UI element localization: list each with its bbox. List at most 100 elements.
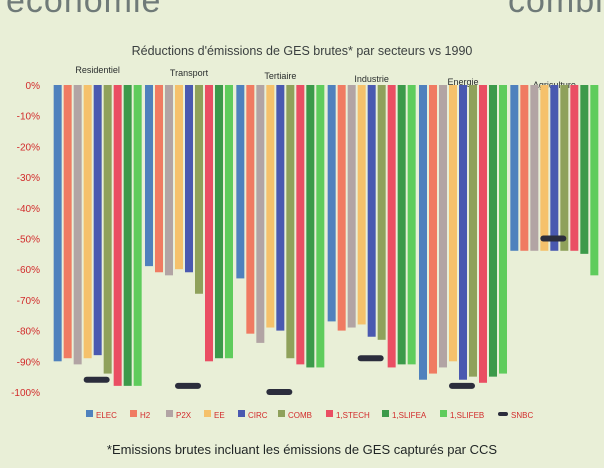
y-tick-label: 0% xyxy=(26,81,41,92)
bar xyxy=(63,85,72,359)
slide-heading-right: combi xyxy=(508,0,604,20)
chart-title: Réductions d'émissions de GES brutes* pa… xyxy=(131,44,473,58)
snbc-marker xyxy=(175,382,201,389)
bar xyxy=(580,85,589,254)
bar xyxy=(387,85,396,368)
legend-swatch xyxy=(166,410,173,417)
legend-swatch xyxy=(278,410,285,417)
bar xyxy=(327,85,336,322)
legend-label: H2 xyxy=(140,411,151,420)
bar xyxy=(53,85,62,362)
y-tick-label: -10% xyxy=(17,112,40,123)
legend-label: COMB xyxy=(288,411,312,420)
bar xyxy=(145,85,153,267)
y-tick-label: -80% xyxy=(17,327,40,338)
bar xyxy=(510,85,519,251)
bar xyxy=(560,85,569,251)
bar xyxy=(276,85,285,331)
bar xyxy=(133,85,142,386)
bar xyxy=(530,85,539,251)
bar xyxy=(419,85,427,380)
bar xyxy=(246,85,255,334)
bar xyxy=(540,85,549,251)
category-label: Residentiel xyxy=(75,65,120,75)
bar xyxy=(286,85,295,359)
bar xyxy=(123,85,132,386)
legend-label: P2X xyxy=(176,411,192,420)
y-tick-label: -30% xyxy=(17,173,40,184)
bar xyxy=(439,85,447,368)
legend-label: 1,SLIFEB xyxy=(450,411,484,420)
bar xyxy=(357,85,366,325)
bar xyxy=(459,85,467,380)
bar xyxy=(367,85,376,337)
y-tick-label: -90% xyxy=(17,357,40,368)
category-label: Transport xyxy=(170,68,209,78)
bar xyxy=(266,85,275,328)
snbc-marker xyxy=(83,376,110,383)
bar xyxy=(296,85,305,365)
bar xyxy=(520,85,529,251)
y-tick-label: -70% xyxy=(17,296,40,307)
bar xyxy=(236,85,245,279)
legend-swatch xyxy=(498,412,508,416)
bar xyxy=(449,85,457,362)
bar xyxy=(397,85,406,365)
bar xyxy=(377,85,386,340)
bar xyxy=(570,85,579,251)
bar xyxy=(550,85,559,251)
y-tick-label: -40% xyxy=(17,204,40,215)
y-tick-label: -20% xyxy=(17,142,40,153)
legend-label: SNBC xyxy=(511,411,533,420)
category-label: Tertiaire xyxy=(264,71,296,81)
legend-label: EE xyxy=(214,411,225,420)
bar xyxy=(590,85,599,276)
snbc-marker xyxy=(357,355,384,362)
bar xyxy=(113,85,122,386)
emissions-bar-chart: 0% -10% -20% -30% -40% -50% -60% -70% -80% -90% -1… xyxy=(11,65,599,420)
category-label: Energie xyxy=(447,77,478,87)
bar xyxy=(93,85,102,356)
bar xyxy=(337,85,346,331)
legend-swatch xyxy=(204,410,211,417)
bar xyxy=(195,85,203,294)
bar xyxy=(316,85,325,368)
y-tick-label: -60% xyxy=(17,265,40,276)
snbc-marker xyxy=(540,235,567,242)
legend-swatch xyxy=(130,410,137,417)
bar xyxy=(306,85,315,368)
bar xyxy=(215,85,223,359)
slide-heading-left: économie xyxy=(6,0,162,20)
legend-swatch xyxy=(238,410,245,417)
bar xyxy=(83,85,92,359)
bar xyxy=(347,85,356,328)
bar xyxy=(479,85,487,383)
bar xyxy=(469,85,477,377)
legend-swatch xyxy=(382,410,389,417)
y-tick-label: -100% xyxy=(11,388,40,399)
category-label: Industrie xyxy=(354,74,389,84)
bar xyxy=(256,85,265,343)
bar xyxy=(407,85,416,365)
bar xyxy=(165,85,173,276)
bar xyxy=(225,85,233,359)
bar xyxy=(175,85,183,270)
bar xyxy=(155,85,163,273)
snbc-marker xyxy=(266,389,293,395)
bar xyxy=(499,85,507,374)
legend-label: 1,SLIFEA xyxy=(392,411,427,420)
bar xyxy=(205,85,213,362)
legend-swatch xyxy=(440,410,447,417)
bar xyxy=(103,85,112,374)
bar xyxy=(429,85,437,374)
legend-swatch xyxy=(86,410,93,417)
legend-label: CIRC xyxy=(248,411,268,420)
snbc-marker xyxy=(449,382,475,389)
bar xyxy=(489,85,497,377)
footnote: *Emissions brutes incluant les émissions… xyxy=(106,442,498,457)
y-tick-label: -50% xyxy=(17,235,40,246)
bar xyxy=(73,85,82,365)
legend-label: ELEC xyxy=(96,411,117,420)
legend-swatch xyxy=(326,410,333,417)
